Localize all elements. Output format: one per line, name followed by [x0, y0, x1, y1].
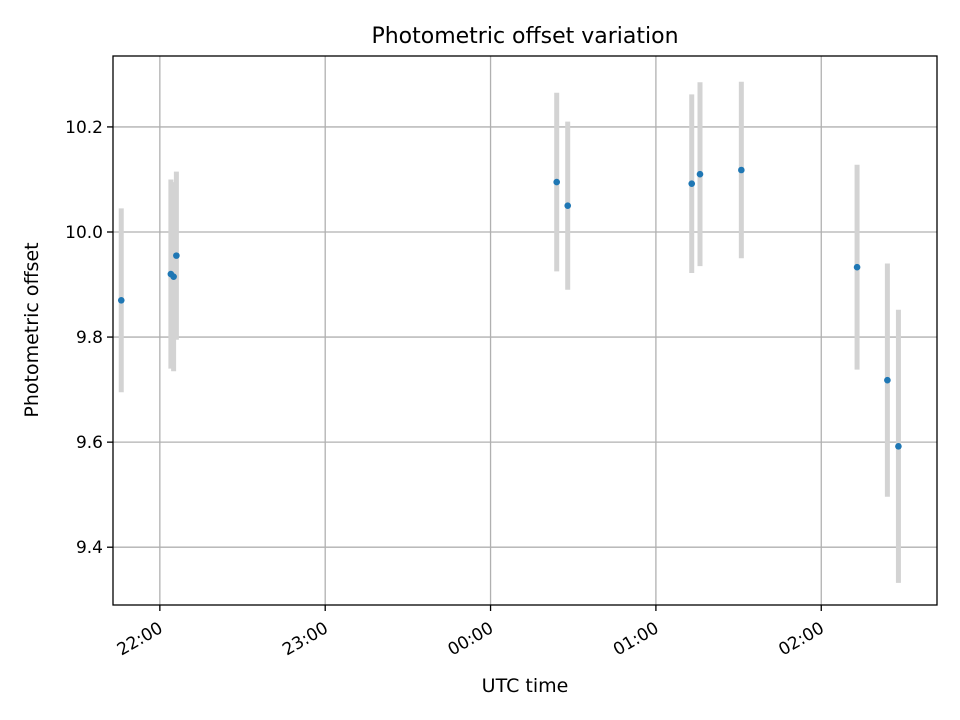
data-points — [117, 166, 902, 450]
y-axis-label: Photometric offset — [21, 242, 43, 417]
grid — [113, 56, 937, 605]
data-point — [564, 202, 572, 210]
data-point — [173, 252, 180, 259]
data-point — [170, 273, 177, 280]
data-point — [688, 180, 696, 187]
data-point — [117, 296, 125, 304]
data-point — [895, 443, 902, 450]
data-point — [553, 178, 560, 186]
x-axis-label: UTC time — [482, 675, 569, 697]
y-tick-label: 9.8 — [76, 328, 103, 348]
y-tick-label: 10.2 — [65, 118, 103, 138]
data-point — [853, 263, 861, 271]
plot-frame — [112, 55, 938, 606]
data-point — [696, 170, 704, 178]
y-tick-label: 9.6 — [76, 433, 103, 453]
y-tick-label: 10.0 — [65, 223, 103, 243]
y-tick-label: 9.4 — [76, 538, 103, 558]
data-point — [884, 376, 891, 384]
chart-title: Photometric offset variation — [371, 24, 678, 49]
data-point — [738, 166, 745, 174]
